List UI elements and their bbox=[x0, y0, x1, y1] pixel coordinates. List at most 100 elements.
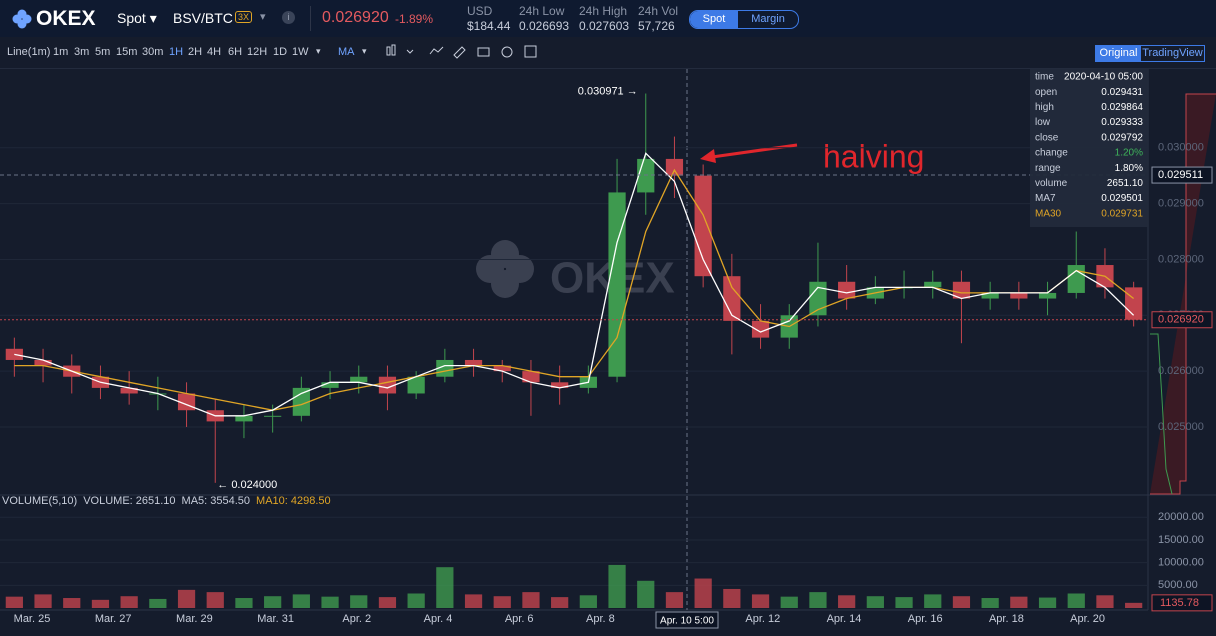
candle-body bbox=[264, 415, 282, 417]
low-marker: ← 0.024000 bbox=[217, 479, 277, 491]
legend-item: MA5: 3554.50 bbox=[182, 495, 251, 507]
tab-spot[interactable]: Spot bbox=[690, 11, 738, 28]
y-tick-label: 20000.00 bbox=[1158, 511, 1204, 523]
settings-icon[interactable] bbox=[501, 46, 513, 58]
annotation: halving bbox=[823, 138, 924, 174]
ruler-icon[interactable] bbox=[453, 46, 466, 59]
tooltip bbox=[1030, 69, 1148, 227]
tooltip-key: change bbox=[1035, 148, 1068, 159]
logo[interactable]: OKEX bbox=[36, 7, 96, 30]
x-tick-label: Apr. 14 bbox=[827, 613, 862, 625]
x-tick-label: Apr. 16 bbox=[908, 613, 943, 625]
tooltip-key: high bbox=[1035, 102, 1054, 113]
stat-label: 24h Vol bbox=[638, 4, 679, 18]
tooltip-value: 0.029333 bbox=[1101, 117, 1143, 128]
volume-bar bbox=[464, 594, 483, 608]
volume-bar bbox=[1067, 593, 1085, 608]
tooltip-value: 1.20% bbox=[1115, 148, 1143, 159]
tooltip-value: 2651.10 bbox=[1107, 178, 1144, 189]
candle-body bbox=[321, 382, 339, 388]
interval[interactable]: 6H bbox=[228, 46, 243, 58]
candle-body bbox=[981, 292, 999, 299]
stat-value: $184.44 bbox=[467, 19, 511, 33]
interval[interactable]: 5m bbox=[95, 46, 111, 58]
info-icon[interactable]: i bbox=[282, 11, 295, 24]
tooltip-key: range bbox=[1035, 163, 1061, 174]
stat-value: 57,726 bbox=[638, 19, 675, 33]
tooltip-key: low bbox=[1035, 117, 1051, 128]
interval[interactable]: Line(1m) bbox=[7, 46, 51, 58]
candle-body bbox=[464, 359, 483, 366]
candle-body bbox=[1067, 265, 1085, 293]
candle-icon[interactable] bbox=[391, 44, 396, 56]
volume-bar bbox=[149, 598, 167, 608]
ma7-line bbox=[14, 152, 1135, 417]
interval[interactable]: 1W bbox=[292, 46, 309, 58]
view-tradingview[interactable]: TradingView bbox=[1142, 47, 1203, 59]
candle-body bbox=[407, 376, 425, 394]
tab-margin[interactable]: Margin bbox=[751, 13, 785, 25]
volume-bar bbox=[292, 594, 310, 608]
pair-select[interactable]: BSV/BTC bbox=[173, 10, 233, 26]
tooltip-key: volume bbox=[1035, 178, 1068, 189]
toolbar-icons bbox=[386, 44, 537, 59]
candle-body bbox=[637, 158, 655, 193]
interval[interactable]: 12H bbox=[247, 46, 268, 58]
candle-body bbox=[1010, 292, 1028, 299]
fullscreen-icon[interactable] bbox=[524, 45, 537, 58]
volume-bar bbox=[321, 596, 339, 608]
camera-icon[interactable] bbox=[477, 47, 490, 57]
volume-bar bbox=[63, 598, 81, 608]
interval[interactable]: 2H bbox=[188, 46, 203, 58]
indicator[interactable]: MA bbox=[338, 46, 355, 58]
market-select[interactable]: Spot ▾ bbox=[117, 10, 157, 26]
y-tick-label: 0.025000 bbox=[1158, 421, 1204, 433]
x-tick-label: Apr. 18 bbox=[989, 613, 1024, 625]
volume-bar bbox=[694, 578, 712, 608]
x-tick-label: Apr. 2 bbox=[342, 613, 371, 625]
header: OKEX Spot ▾ BSV/BTC 3X ▾ i 0.026920 -1.8… bbox=[0, 0, 1216, 37]
arrow: ← bbox=[217, 479, 231, 491]
tabs: Spot Margin bbox=[689, 10, 799, 29]
legend-item: MA10: 4298.50 bbox=[256, 495, 331, 507]
volume-bar bbox=[866, 596, 884, 608]
depth-asks bbox=[1150, 93, 1216, 495]
candle-body bbox=[723, 276, 741, 321]
interval[interactable]: 1H bbox=[169, 46, 184, 58]
candle-icon[interactable] bbox=[386, 46, 391, 56]
dropdown[interactable]: ▾ bbox=[316, 46, 321, 56]
volume-bar bbox=[809, 592, 827, 608]
dropdown[interactable]: ▾ bbox=[362, 46, 367, 56]
stat-label: 24h Low bbox=[519, 4, 565, 18]
interval[interactable]: 1D bbox=[273, 46, 288, 58]
volume-bar bbox=[5, 596, 23, 608]
candle-body bbox=[34, 359, 52, 366]
dropdown-arrow[interactable]: ▾ bbox=[260, 11, 266, 23]
candle-body bbox=[608, 192, 626, 377]
draw-icon[interactable] bbox=[429, 46, 444, 55]
x-tick-label: Apr. 20 bbox=[1070, 613, 1105, 625]
y-tick-label: 5000.00 bbox=[1158, 579, 1198, 591]
volume-bar bbox=[1096, 595, 1114, 608]
x-tick-label: Mar. 25 bbox=[14, 613, 51, 625]
arrow-head bbox=[700, 149, 716, 163]
volume-bar bbox=[924, 594, 942, 608]
volume-bar bbox=[579, 595, 597, 608]
volume-bar bbox=[120, 596, 138, 608]
chart: OKEX halving 0.0250000.0260000.0270000.0… bbox=[0, 69, 1216, 629]
interval[interactable]: 3m bbox=[74, 46, 90, 58]
interval[interactable]: 15m bbox=[116, 46, 138, 58]
view-original[interactable]: Original bbox=[1096, 46, 1141, 61]
dropdown-icon[interactable] bbox=[406, 49, 414, 54]
volume-bar bbox=[177, 589, 196, 608]
tooltip-key: open bbox=[1035, 87, 1057, 98]
x-tick-label: Apr. 6 bbox=[505, 613, 534, 625]
low-label: 0.024000 bbox=[231, 479, 277, 491]
market: Spot bbox=[117, 10, 146, 26]
vol-last-box bbox=[1151, 594, 1213, 612]
interval[interactable]: 4H bbox=[207, 46, 222, 58]
stat-value: 0.026693 bbox=[519, 19, 570, 33]
interval[interactable]: 1m bbox=[53, 46, 69, 58]
volume-bar bbox=[1125, 602, 1143, 608]
interval[interactable]: 30m bbox=[142, 46, 164, 58]
